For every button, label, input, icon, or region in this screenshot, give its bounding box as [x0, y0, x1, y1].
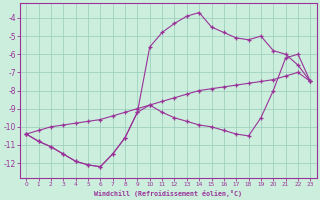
- X-axis label: Windchill (Refroidissement éolien,°C): Windchill (Refroidissement éolien,°C): [94, 190, 242, 197]
